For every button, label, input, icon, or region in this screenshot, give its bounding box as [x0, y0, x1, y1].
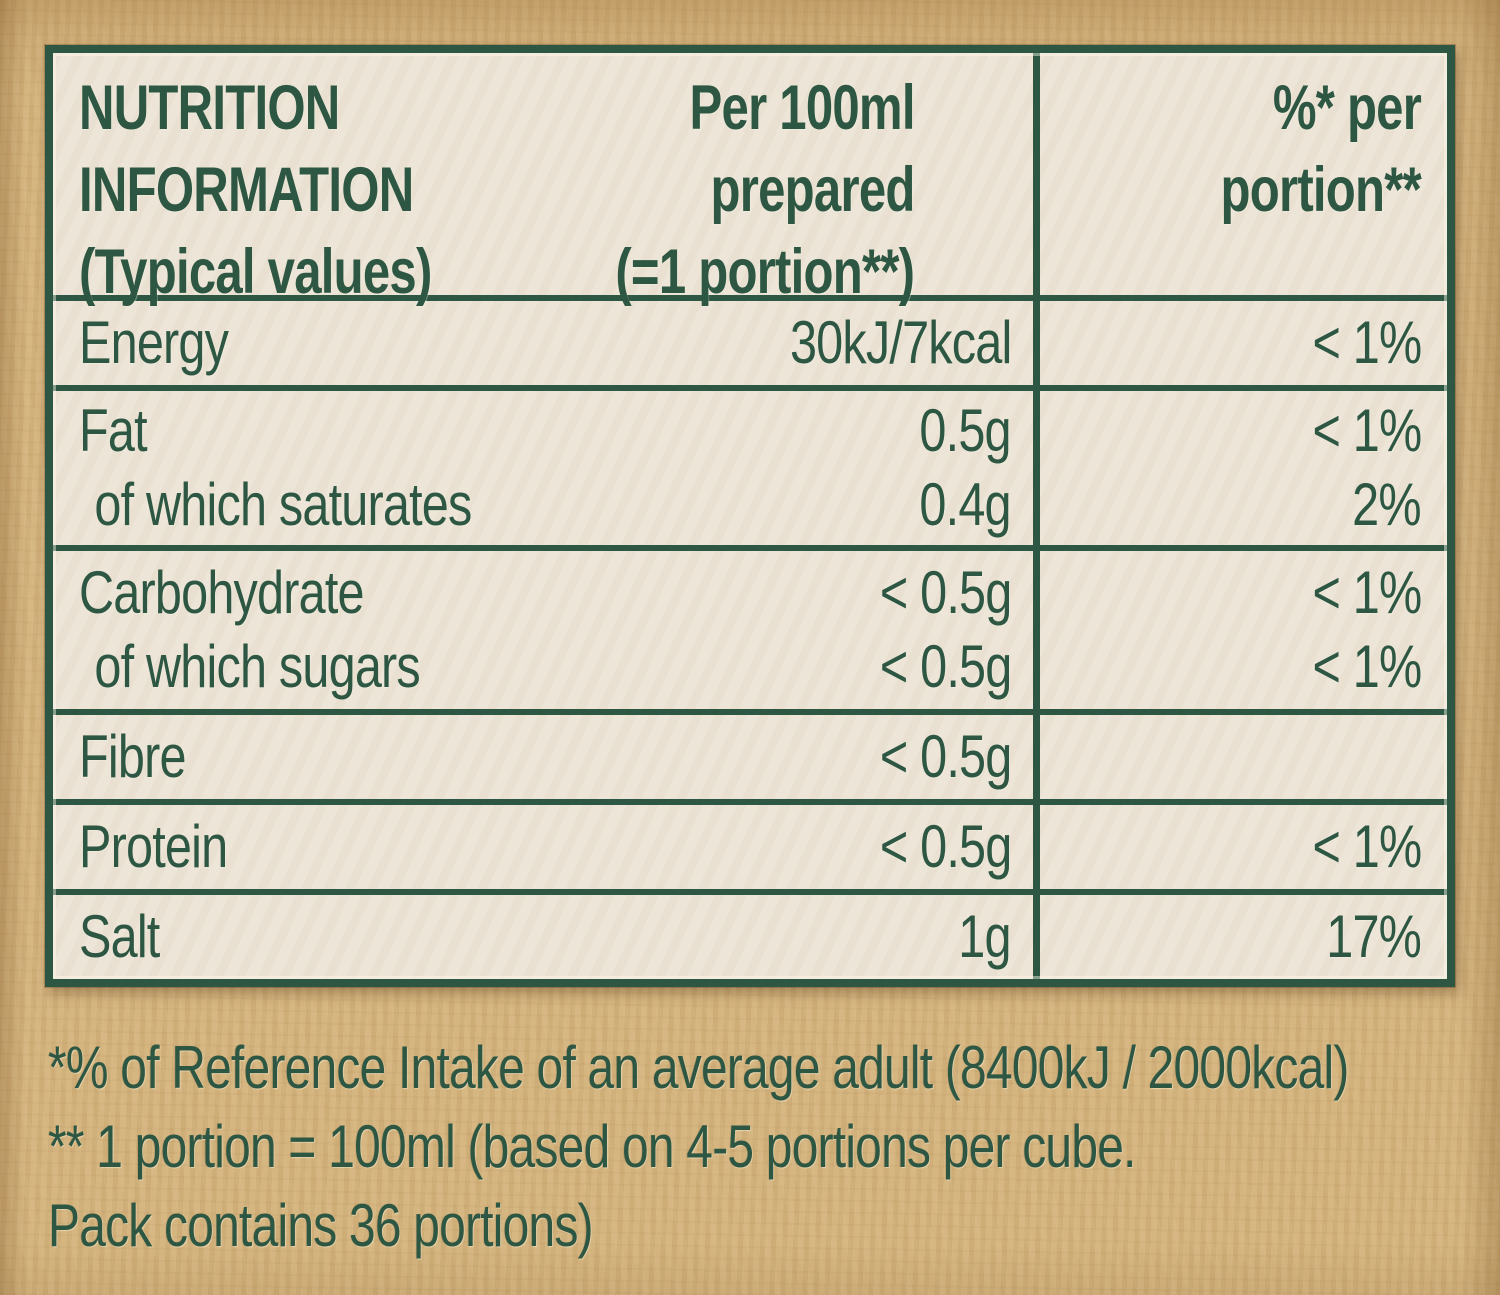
header-per100ml-line: Per 100ml	[689, 73, 915, 143]
row-main-cell: Fat 0.5g of which saturates 0.4g	[53, 391, 1033, 545]
row-percent: 2%	[1352, 471, 1421, 538]
table-row-fat: Fat 0.5g of which saturates 0.4g < 1% 2%	[53, 385, 1447, 545]
footnote-reference-intake: *% of Reference Intake of an average adu…	[48, 1034, 1349, 1101]
table-header-row: NUTRITION INFORMATION (Typical values) P…	[53, 53, 1447, 307]
row-label: Carbohydrate	[79, 559, 365, 626]
header-main-cell: NUTRITION INFORMATION (Typical values) P…	[53, 53, 1033, 307]
row-sublabel: of which saturates	[94, 471, 472, 538]
table-row-fibre: Fibre < 0.5g	[53, 709, 1447, 799]
row-label: Protein	[79, 813, 228, 880]
header-per100ml-line: (=1 portion**)	[615, 237, 915, 307]
table-row-energy: Energy 30kJ/7kcal < 1%	[53, 295, 1447, 385]
row-percent-cell	[1033, 715, 1447, 799]
row-percent: < 1%	[1312, 309, 1422, 376]
row-value: 0.5g	[919, 397, 1012, 464]
row-label: Fat	[79, 397, 148, 464]
header-col-per-100ml: Per 100ml prepared (=1 portion**)	[531, 67, 915, 313]
footnote-portion-definition: ** 1 portion = 100ml (based on 4-5 porti…	[48, 1113, 1136, 1180]
row-main-cell: Carbohydrate < 0.5g of which sugars < 0.…	[53, 551, 1033, 709]
footnotes: *% of Reference Intake of an average adu…	[48, 1028, 1452, 1265]
row-value: < 0.5g	[879, 813, 1011, 880]
header-title-line: NUTRITION	[79, 73, 340, 143]
row-main-cell: Salt 1g	[53, 895, 1033, 979]
header-title: NUTRITION INFORMATION (Typical values)	[79, 67, 531, 313]
row-percent-cell: < 1% < 1%	[1033, 551, 1447, 709]
row-percent-cell: 17%	[1033, 895, 1447, 979]
row-percent-cell: < 1%	[1033, 805, 1447, 889]
row-main-cell: Energy 30kJ/7kcal	[53, 301, 1033, 385]
table-row-carbohydrate: Carbohydrate < 0.5g of which sugars < 0.…	[53, 545, 1447, 709]
row-percent-cell: < 1%	[1033, 301, 1447, 385]
header-percent-line: %* per	[1272, 73, 1422, 143]
row-value: 1g	[958, 903, 1012, 970]
header-percent-line: portion**	[1220, 155, 1422, 225]
row-label: Energy	[79, 309, 229, 376]
row-value: < 0.5g	[879, 633, 1011, 700]
header-per100ml-line: prepared	[710, 155, 915, 225]
nutrition-table: NUTRITION INFORMATION (Typical values) P…	[45, 45, 1455, 987]
row-value: < 0.5g	[879, 559, 1011, 626]
header-title-line: (Typical values)	[79, 237, 432, 307]
footnote-pack-contents: Pack contains 36 portions)	[48, 1192, 594, 1259]
row-value: 30kJ/7kcal	[789, 309, 1011, 376]
row-value: < 0.5g	[879, 723, 1011, 790]
header-col-percent-per-portion: %* per portion**	[1033, 53, 1447, 295]
row-percent: < 1%	[1312, 813, 1422, 880]
row-percent: 17%	[1326, 903, 1422, 970]
row-percent: < 1%	[1312, 397, 1422, 464]
row-percent: < 1%	[1312, 633, 1422, 700]
row-label: Fibre	[79, 723, 186, 790]
row-main-cell: Protein < 0.5g	[53, 805, 1033, 889]
row-label: Salt	[79, 903, 160, 970]
row-percent-cell: < 1% 2%	[1033, 391, 1447, 545]
row-sublabel: of which sugars	[94, 633, 420, 700]
table-row-protein: Protein < 0.5g < 1%	[53, 799, 1447, 889]
row-value: 0.4g	[919, 471, 1012, 538]
header-title-line: INFORMATION	[79, 155, 414, 225]
row-percent: < 1%	[1312, 559, 1422, 626]
row-main-cell: Fibre < 0.5g	[53, 715, 1033, 799]
table-row-salt: Salt 1g 17%	[53, 889, 1447, 979]
